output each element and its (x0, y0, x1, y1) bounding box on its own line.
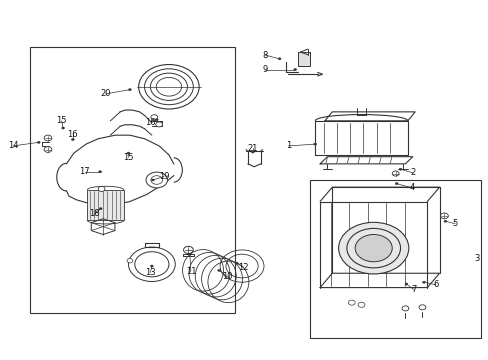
Text: 12: 12 (238, 263, 248, 272)
Text: 16: 16 (67, 130, 78, 139)
Text: 14: 14 (8, 141, 18, 150)
Circle shape (347, 300, 354, 305)
Circle shape (391, 171, 398, 176)
Circle shape (422, 281, 425, 283)
Circle shape (151, 179, 154, 181)
Text: 15: 15 (56, 116, 67, 125)
Circle shape (44, 147, 52, 152)
Text: 20: 20 (100, 89, 111, 98)
Bar (87, 190, 123, 220)
Text: 10: 10 (222, 272, 232, 281)
Text: 9: 9 (263, 65, 267, 74)
Circle shape (293, 68, 296, 71)
Circle shape (99, 208, 102, 210)
Text: 15: 15 (123, 153, 133, 162)
Circle shape (71, 138, 74, 140)
Circle shape (98, 186, 105, 192)
Circle shape (338, 222, 408, 274)
Circle shape (127, 258, 133, 263)
Circle shape (146, 172, 167, 188)
Circle shape (398, 168, 401, 170)
Circle shape (155, 119, 158, 121)
Text: 1: 1 (285, 141, 290, 150)
Circle shape (313, 143, 316, 145)
Bar (298, 52, 310, 66)
Text: 5: 5 (451, 219, 457, 228)
Circle shape (418, 305, 425, 310)
Circle shape (404, 283, 407, 285)
Circle shape (151, 176, 162, 184)
Bar (30, 47, 234, 313)
Circle shape (440, 213, 447, 219)
Bar (310, 180, 480, 338)
Circle shape (401, 306, 408, 311)
Circle shape (251, 151, 254, 153)
Text: 18: 18 (89, 209, 100, 218)
Circle shape (188, 253, 191, 255)
Circle shape (151, 115, 158, 120)
Text: 17: 17 (79, 167, 90, 176)
Circle shape (128, 89, 131, 91)
Text: 16: 16 (145, 118, 156, 127)
Circle shape (156, 122, 162, 127)
Text: 8: 8 (262, 51, 267, 60)
Text: 21: 21 (247, 144, 258, 153)
Circle shape (357, 302, 364, 307)
Circle shape (443, 220, 446, 222)
Circle shape (217, 269, 220, 271)
Circle shape (61, 127, 64, 129)
Circle shape (354, 234, 391, 262)
Circle shape (99, 171, 102, 173)
Circle shape (183, 246, 193, 253)
Circle shape (44, 135, 52, 141)
Circle shape (394, 183, 397, 185)
Text: 4: 4 (408, 183, 413, 192)
Circle shape (127, 152, 130, 154)
Text: 11: 11 (185, 267, 196, 276)
Text: 6: 6 (432, 280, 437, 289)
Text: 13: 13 (145, 268, 155, 277)
Text: 19: 19 (159, 172, 169, 181)
Circle shape (235, 262, 238, 264)
Circle shape (150, 265, 153, 267)
Text: 3: 3 (473, 255, 479, 264)
Text: 7: 7 (410, 285, 416, 294)
Circle shape (278, 58, 281, 60)
Text: 2: 2 (409, 168, 414, 177)
Circle shape (37, 141, 40, 143)
